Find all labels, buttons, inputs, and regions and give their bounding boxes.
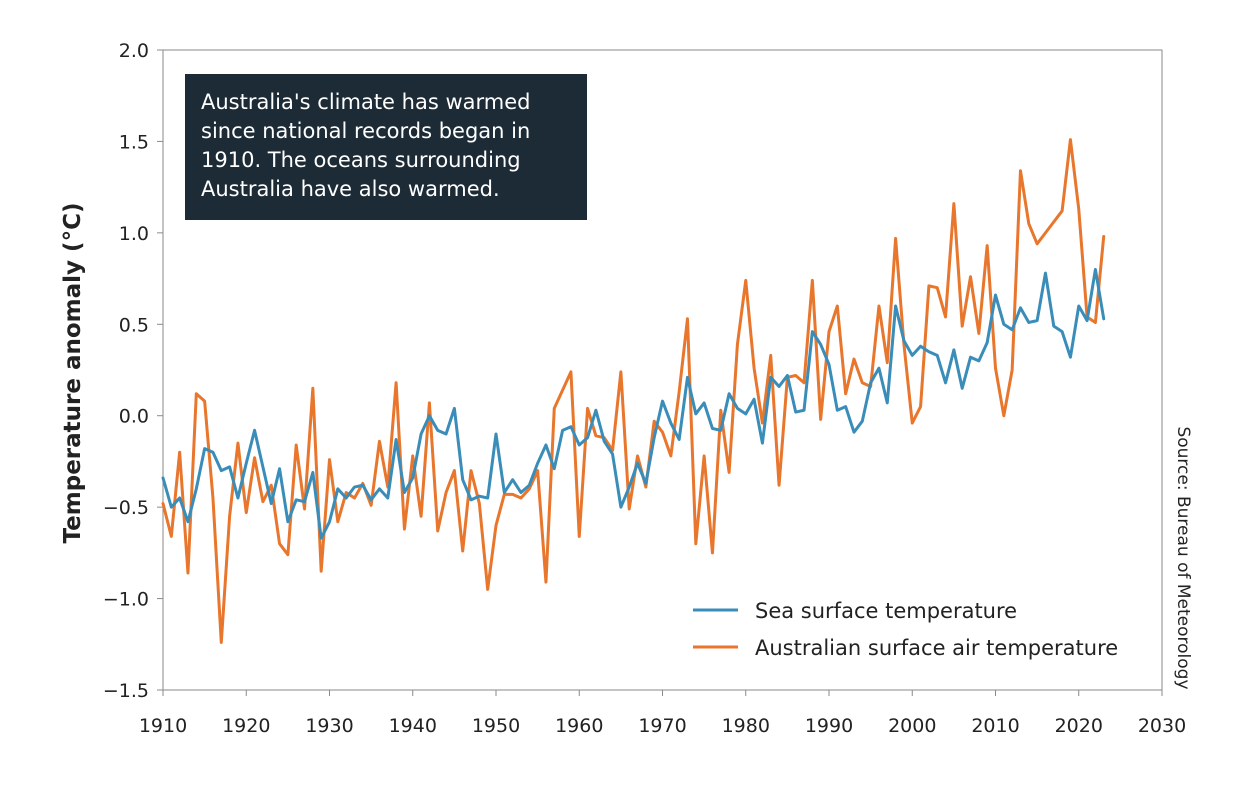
y-tick-label: 2.0 — [119, 40, 149, 62]
x-tick-label: 2000 — [888, 715, 936, 737]
x-tick-label: 2010 — [971, 715, 1019, 737]
y-axis: −1.5 −1.0 −0.5 0.0 0.5 1.0 1.5 2.0 — [103, 40, 163, 702]
x-tick-label: 1910 — [139, 715, 187, 737]
y-tick-label: −0.5 — [103, 497, 149, 519]
source-credit: Source: Bureau of Meteorology — [1173, 426, 1193, 689]
x-tick-label: 1930 — [305, 715, 353, 737]
legend-label: Sea surface temperature — [755, 599, 1017, 623]
legend: Sea surface temperature Australian surfac… — [693, 599, 1118, 660]
x-axis: 1910 1920 1930 1940 1950 1960 1970 1980 1990 2000… — [139, 690, 1186, 737]
x-tick-label: 1960 — [555, 715, 603, 737]
x-tick-label: 1950 — [472, 715, 520, 737]
annotation-line: Australia's climate has warmed — [201, 90, 531, 114]
y-tick-label: 1.5 — [119, 131, 149, 153]
annotation-line: since national records began in — [201, 119, 531, 143]
x-tick-label: 1980 — [722, 715, 770, 737]
series-line-sea-surface — [161, 267, 1106, 540]
y-tick-label: 0.5 — [119, 314, 149, 336]
x-tick-label: 1990 — [805, 715, 853, 737]
series-layer — [161, 138, 1106, 644]
annotation-box: Australia's climate has warmed since nat… — [185, 74, 587, 220]
x-tick-label: 2020 — [1055, 715, 1103, 737]
legend-label: Australian surface air temperature — [755, 636, 1118, 660]
series-line-air-temperature — [161, 138, 1106, 644]
y-tick-label: 0.0 — [119, 406, 149, 428]
x-tick-label: 1970 — [638, 715, 686, 737]
y-tick-label: −1.5 — [103, 680, 149, 702]
y-tick-label: 1.0 — [119, 223, 149, 245]
annotation-line: 1910. The oceans surrounding — [201, 148, 521, 172]
x-tick-label: 2030 — [1138, 715, 1186, 737]
x-tick-label: 1940 — [389, 715, 437, 737]
x-tick-label: 1920 — [222, 715, 270, 737]
annotation-line: Australia have also warmed. — [201, 177, 500, 201]
y-tick-label: −1.0 — [103, 589, 149, 611]
y-axis-title: Temperature anomaly (°C) — [60, 203, 86, 544]
